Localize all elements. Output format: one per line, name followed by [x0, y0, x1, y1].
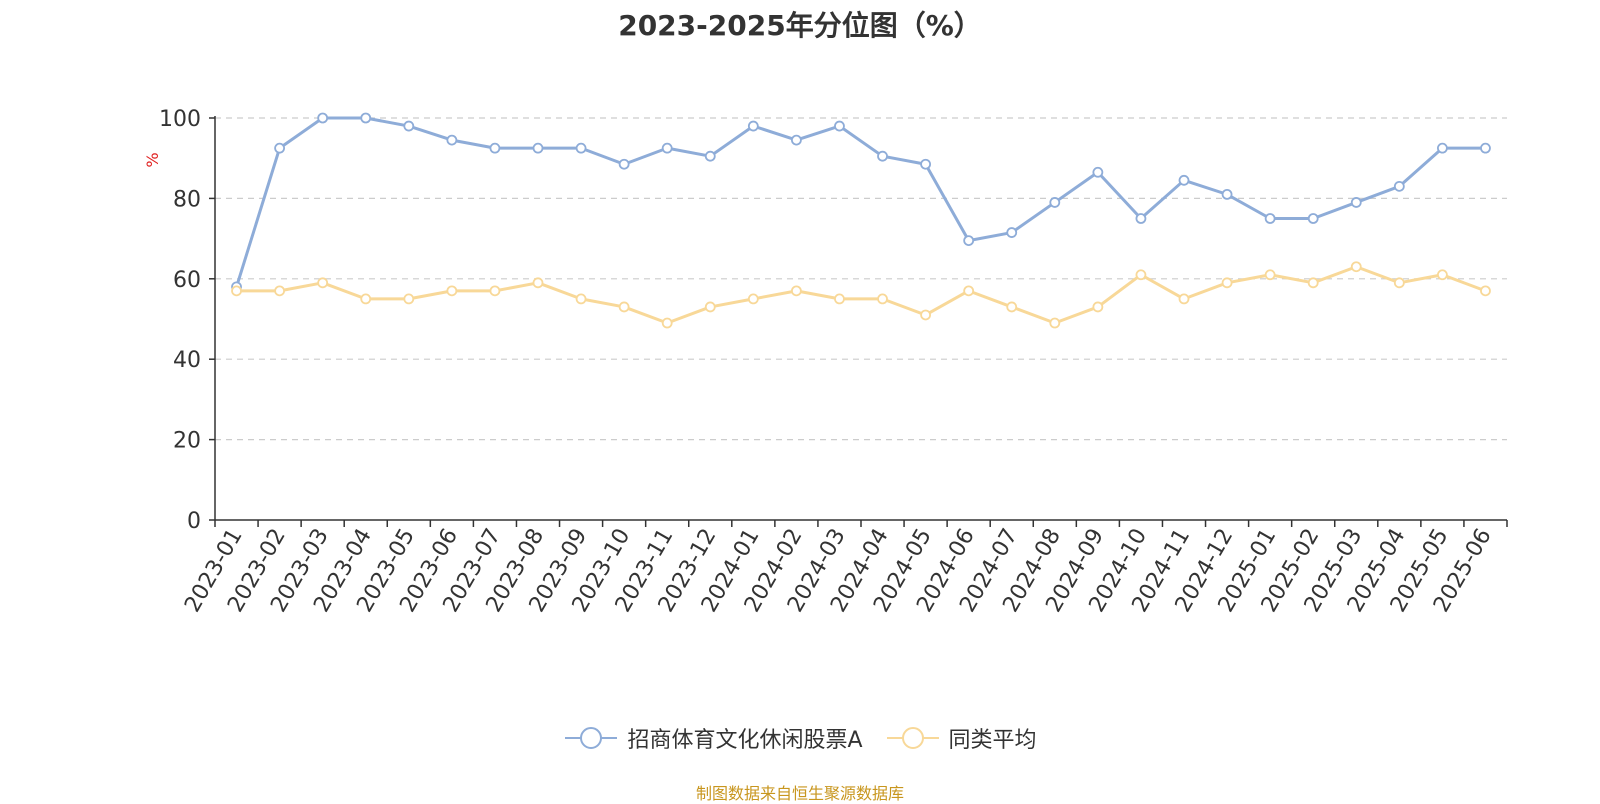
series-line-1	[236, 265, 1486, 325]
data-point-1-2024-08	[1049, 317, 1061, 329]
data-point-0-2024-09	[1092, 166, 1104, 178]
legend: 招商体育文化休闲股票A 同类平均	[0, 722, 1600, 754]
data-point-0-2024-04	[877, 150, 888, 162]
legend-item-fund[interactable]: 招商体育文化休闲股票A	[563, 722, 863, 754]
legend-marker-average	[886, 727, 939, 749]
data-point-0-2023-02	[274, 142, 286, 154]
y-tick-label-60: 60	[173, 268, 201, 293]
data-point-1-2023-06	[446, 285, 458, 297]
data-point-0-2025-05	[1437, 142, 1448, 154]
data-point-1-2024-09	[1092, 301, 1104, 313]
data-point-1-2024-11	[1178, 293, 1190, 305]
data-point-1-2023-02	[274, 285, 286, 297]
data-point-0-2023-08	[532, 142, 544, 154]
data-point-0-2024-03	[834, 120, 845, 132]
y-tick-label-80: 80	[173, 187, 201, 212]
data-point-1-2024-04	[877, 293, 888, 305]
data-point-0-2024-06	[963, 235, 975, 247]
data-point-1-2023-12	[704, 301, 716, 313]
data-point-0-2023-05	[403, 120, 415, 132]
data-point-1-2024-12	[1221, 277, 1233, 289]
legend-label-fund: 招商体育文化休闲股票A	[627, 728, 863, 753]
data-point-0-2023-03	[317, 112, 329, 124]
data-point-0-2024-10	[1135, 213, 1147, 224]
data-point-1-2023-07	[489, 285, 501, 297]
data-point-1-2024-01	[747, 293, 759, 305]
data-point-1-2025-05	[1437, 269, 1448, 281]
data-point-0-2024-12	[1221, 188, 1233, 200]
data-point-0-2024-05	[920, 158, 931, 170]
data-point-0-2023-10	[618, 158, 630, 170]
data-point-1-2024-07	[1006, 301, 1018, 313]
chart-title: 2023-2025年分位图（%）	[618, 9, 982, 42]
legend-marker-fund	[565, 727, 618, 749]
data-point-0-2023-07	[489, 142, 501, 154]
data-point-1-2024-10	[1135, 269, 1147, 281]
data-point-1-2025-02	[1307, 277, 1319, 289]
y-axis-label: %	[143, 152, 162, 167]
data-point-1-2025-04	[1393, 277, 1405, 289]
data-point-1-2025-01	[1264, 269, 1276, 281]
data-point-0-2024-11	[1178, 174, 1190, 186]
data-point-1-2023-05	[403, 293, 415, 305]
series-line-0	[235, 116, 1486, 288]
y-tick-label-100: 100	[159, 107, 201, 132]
y-tick-label-0: 0	[187, 509, 201, 534]
y-tick-label-40: 40	[173, 348, 201, 373]
data-point-1-2024-06	[963, 285, 975, 297]
data-point-1-2024-05	[920, 309, 931, 321]
data-point-1-2023-11	[661, 317, 673, 329]
data-point-1-2024-02	[791, 285, 802, 297]
y-tick-label-20: 20	[173, 429, 201, 454]
data-point-0-2023-06	[446, 134, 458, 146]
data-point-0-2024-08	[1049, 197, 1061, 208]
data-point-0-2025-03	[1350, 197, 1362, 208]
data-point-1-2023-09	[575, 293, 587, 305]
data-point-1-2023-01	[231, 285, 242, 297]
legend-item-average[interactable]: 同类平均	[885, 722, 1037, 754]
data-point-0-2023-11	[661, 142, 673, 154]
data-point-1-2025-03	[1350, 261, 1362, 273]
data-point-0-2025-06	[1480, 142, 1491, 154]
data-point-0-2024-01	[747, 120, 759, 132]
data-point-0-2023-04	[360, 112, 372, 124]
data-point-0-2025-04	[1393, 180, 1405, 192]
data-point-1-2023-10	[618, 301, 630, 313]
data-point-0-2023-09	[575, 142, 587, 154]
data-point-1-2023-03	[317, 277, 329, 289]
data-point-0-2025-01	[1264, 213, 1276, 224]
data-point-0-2025-02	[1307, 213, 1319, 224]
data-point-0-2023-12	[704, 150, 716, 162]
data-point-1-2023-08	[532, 277, 544, 289]
data-point-1-2023-04	[360, 293, 372, 305]
legend-label-average: 同类平均	[948, 728, 1037, 753]
data-point-0-2024-02	[791, 134, 802, 146]
axes: 0204060801002023-012023-022023-032023-04…	[159, 107, 1508, 617]
data-point-1-2024-03	[834, 293, 845, 305]
series-lines	[231, 112, 1491, 329]
source-note: 制图数据来自恒生聚源数据库	[695, 784, 904, 803]
data-point-0-2024-07	[1006, 227, 1018, 238]
data-point-1-2025-06	[1480, 285, 1491, 297]
